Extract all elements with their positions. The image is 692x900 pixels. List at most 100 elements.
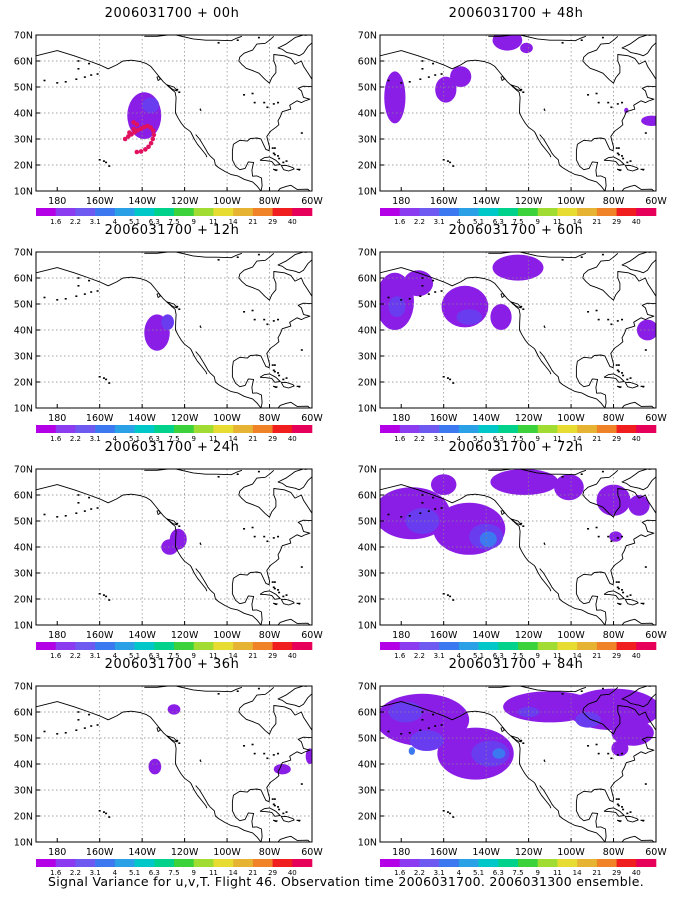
legend-label: 9 — [191, 652, 195, 660]
lon-tick-label: 160W — [430, 630, 458, 641]
map-plot: 10N 20N 30N 40N 50N 60N 70N 180 160W 140W 120W 100W… — [14, 682, 324, 878]
lon-tick-label: 180 — [48, 847, 66, 858]
lat-tick-label: 20N — [14, 595, 33, 606]
coastline — [259, 156, 281, 166]
island — [440, 73, 443, 75]
island — [108, 816, 111, 818]
lon-tick-label: 160W — [430, 196, 458, 207]
island — [88, 713, 91, 716]
panel-title: 2006031700 + 00h — [104, 6, 240, 21]
legend-swatch — [380, 859, 401, 867]
legend-swatch — [557, 208, 578, 216]
island — [96, 724, 99, 726]
coastline — [624, 164, 639, 172]
lat-tick-label: 40N — [14, 760, 33, 771]
island — [434, 508, 437, 510]
island — [449, 595, 452, 598]
legend-swatch — [154, 642, 175, 650]
lon-tick-label: 140W — [128, 630, 156, 641]
variance-contour — [388, 296, 406, 317]
island — [626, 812, 629, 815]
lon-tick-label: 140W — [128, 847, 156, 858]
island — [243, 745, 246, 747]
legend-swatch — [399, 642, 420, 650]
island — [617, 147, 620, 149]
observation-point — [138, 149, 144, 154]
legend-swatch — [272, 859, 293, 867]
coastline — [195, 351, 262, 408]
legend-label: 11 — [553, 435, 562, 443]
legend-swatch — [636, 642, 657, 650]
island — [408, 298, 411, 300]
coastline — [296, 819, 301, 822]
island — [56, 733, 59, 735]
lon-tick-label: 100W — [557, 630, 585, 641]
island — [421, 285, 424, 287]
legend-swatch — [55, 859, 76, 867]
island — [617, 370, 620, 373]
island — [108, 599, 111, 601]
island — [442, 159, 445, 161]
legend-swatch — [114, 859, 135, 867]
coastline — [238, 686, 312, 735]
coastline — [296, 168, 301, 171]
variance-contour — [628, 495, 650, 516]
island — [257, 36, 260, 39]
island — [253, 101, 256, 104]
legend-label: 3.1 — [434, 869, 445, 877]
coastline — [575, 736, 656, 842]
map-panel: 2006031700 + 84h 10N 20N 30N 40N 50N 60N 70N 180… — [346, 657, 682, 877]
island — [98, 376, 101, 378]
island — [387, 730, 390, 733]
observation-point — [127, 130, 132, 135]
lon-tick-label: 180 — [392, 413, 410, 424]
map-plot: 10N 20N 30N 40N 50N 60N 70N 180 160W 140W 120W 100W… — [358, 31, 668, 227]
island — [277, 155, 280, 157]
island — [520, 305, 523, 308]
island — [263, 752, 266, 755]
island — [400, 82, 403, 84]
legend-label: 2.2 — [70, 652, 81, 660]
coastline — [575, 85, 656, 191]
island — [449, 812, 452, 815]
observation-point — [134, 149, 140, 155]
variance-contour — [403, 270, 434, 297]
lon-tick-label: 80W — [603, 413, 625, 424]
island — [601, 470, 604, 473]
island — [77, 719, 80, 721]
legend-swatch — [114, 208, 135, 216]
legend-label: 1.6 — [394, 869, 406, 877]
island — [387, 79, 390, 82]
lon-tick-label: 80W — [259, 847, 281, 858]
island — [427, 76, 430, 78]
legend-swatch — [518, 859, 539, 867]
lat-tick-label: 40N — [14, 543, 33, 554]
coastline — [603, 373, 625, 383]
island — [278, 808, 281, 811]
coastline — [582, 686, 656, 735]
legend-swatch — [36, 642, 57, 650]
island — [601, 687, 604, 690]
lon-tick-label: 160W — [86, 630, 114, 641]
lon-tick-label: 60W — [301, 413, 323, 424]
lat-tick-label: 10N — [14, 404, 33, 415]
variance-contour — [611, 740, 629, 757]
island — [272, 320, 275, 322]
island — [629, 160, 632, 162]
legend-swatch — [419, 642, 440, 650]
island — [617, 153, 620, 156]
island — [251, 526, 254, 529]
coastline — [543, 325, 546, 329]
lon-tick-label: 60W — [645, 196, 667, 207]
island — [272, 152, 275, 155]
island — [616, 803, 619, 806]
observation-point — [151, 132, 157, 138]
legend-label: 6.3 — [149, 652, 160, 660]
lon-tick-label: 180 — [392, 847, 410, 858]
coastline — [231, 519, 312, 625]
observation-point — [148, 125, 153, 130]
coastline — [277, 686, 312, 708]
legend-swatch — [193, 859, 214, 867]
lon-tick-label: 140W — [472, 196, 500, 207]
legend-swatch — [55, 208, 76, 216]
